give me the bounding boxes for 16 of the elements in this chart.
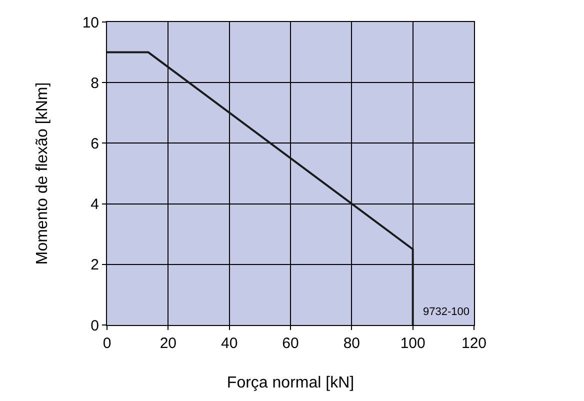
x-tick-label: 100 — [400, 335, 426, 352]
y-axis-title: Momento de flexão [kNm] — [34, 82, 52, 265]
y-tick-label: 4 — [90, 196, 99, 214]
annotation: 9732-100 — [423, 306, 470, 318]
y-tick-label: 2 — [90, 256, 99, 274]
y-tick-label: 10 — [82, 14, 99, 32]
x-tick-label: 60 — [282, 335, 299, 352]
y-tick-label: 6 — [90, 135, 99, 152]
x-axis-title: Força normal [kN] — [226, 374, 354, 392]
y-tick-label: 0 — [90, 317, 99, 334]
x-tick-label: 40 — [220, 335, 238, 352]
x-tick-label: 0 — [102, 335, 112, 352]
x-tick-label: 20 — [160, 335, 177, 352]
x-tick-label: 120 — [461, 335, 487, 352]
y-tick-label: 8 — [90, 74, 99, 92]
x-tick-label: 80 — [343, 335, 360, 352]
